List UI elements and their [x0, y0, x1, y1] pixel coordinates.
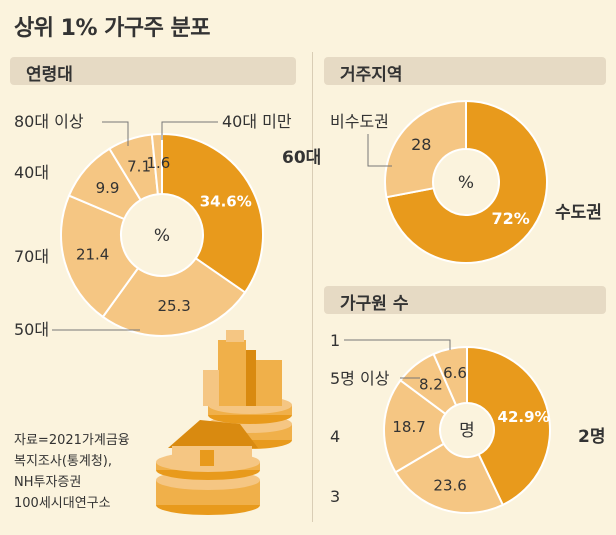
leader-line — [161, 121, 218, 140]
category-label: 4 — [330, 427, 340, 446]
age-section-title: 연령대 — [26, 65, 73, 85]
slice-value-label: 18.7 — [392, 418, 425, 436]
slice-value-label: 6.6 — [443, 364, 467, 382]
source-line: 자료=2021가계금융 — [14, 433, 130, 448]
donut-slice — [161, 132, 264, 294]
column-divider — [312, 52, 313, 522]
slice-value-label: 8.2 — [419, 376, 443, 394]
category-label: 비수도권 — [330, 112, 389, 131]
donut-slice — [384, 99, 467, 199]
category-label: 60대 — [282, 148, 321, 168]
slice-value-label: 23.6 — [433, 476, 466, 494]
donut-slice — [394, 442, 505, 514]
donut-center-label: % — [154, 226, 170, 246]
category-label: 수도권 — [555, 203, 602, 223]
category-label: 40대 미만 — [222, 112, 292, 131]
donut-center-label: 명 — [459, 421, 475, 441]
donut-slice — [101, 256, 247, 337]
donut-slice — [432, 345, 468, 407]
category-label: 80대 이상 — [14, 112, 84, 131]
region-section-bar: 거주지역 — [324, 57, 606, 85]
region-donut-chart: 72% 28% 수도권 비수도권 — [330, 99, 602, 264]
household-section-bar: 가구원 수 — [324, 286, 606, 314]
page-title: 상위 1% 가구주 분포 — [14, 16, 211, 41]
category-label: 1 — [330, 331, 340, 350]
slice-value-label: 7.1 — [127, 158, 151, 176]
donut-slice — [150, 132, 163, 196]
category-label: 50대 — [14, 320, 49, 339]
household-section-title: 가구원 수 — [340, 294, 409, 314]
donut-center-label: % — [458, 173, 474, 193]
category-label: 70대 — [14, 247, 49, 266]
donut-slice — [385, 99, 548, 264]
household-donut-chart: 42.9% 23.6 18.7 8.26.6 명 2명 3 4 5명 이상 1 — [330, 331, 605, 514]
category-label: 5명 이상 — [330, 369, 390, 388]
region-section-title: 거주지역 — [340, 65, 403, 85]
donut-slice — [466, 345, 551, 507]
slice-value-label: 28 — [411, 135, 431, 154]
slice-value-label: 25.3 — [157, 297, 190, 315]
leader-line — [102, 121, 129, 146]
slice-value-label: 34.6% — [200, 193, 252, 211]
category-label: 40대 — [14, 163, 49, 182]
source-line: 100세시대연구소 — [14, 496, 111, 511]
leader-line — [367, 134, 392, 167]
buildings-coins-illustration — [156, 330, 292, 515]
slice-value-label: 21.4 — [76, 245, 109, 263]
category-label: 3 — [330, 487, 340, 506]
source-note: 자료=2021가계금융 복지조사(통계청), NH투자증권 100세시대연구소 — [14, 430, 130, 514]
source-line: NH투자증권 — [14, 475, 82, 490]
source-line: 복지조사(통계청), — [14, 454, 112, 469]
slice-value-label: 9.9 — [96, 179, 120, 197]
age-donut-chart: 34.6% 25.3 21.4 9.9 7.11.6% 60대 50대 70대 40대 80대 이… — [14, 112, 321, 339]
category-label: 2명 — [578, 427, 605, 447]
leader-line — [344, 339, 451, 350]
donut-slice — [60, 194, 140, 319]
age-section-bar: 연령대 — [10, 57, 296, 85]
slice-value-label: 42.9% — [498, 408, 550, 426]
slice-value-label: 1.6 — [146, 154, 170, 172]
slice-value-label: 72% — [492, 209, 530, 228]
